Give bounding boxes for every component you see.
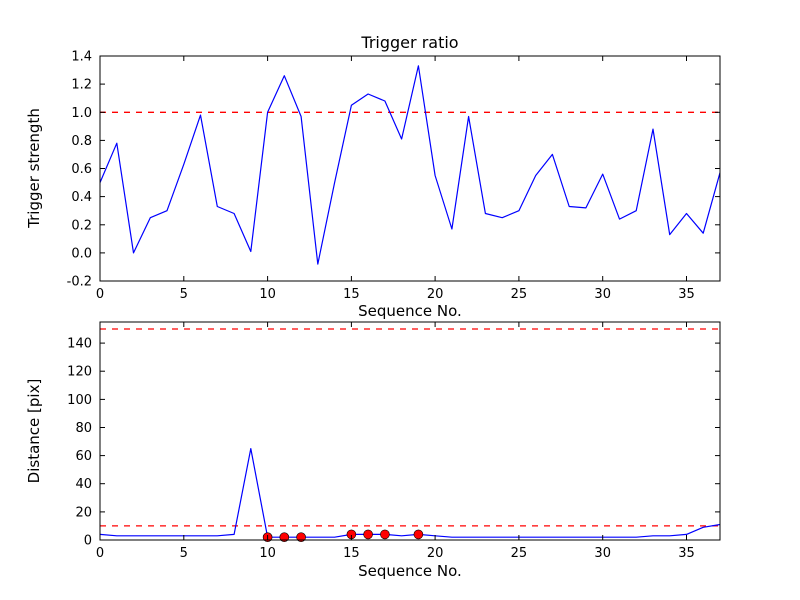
y-tick-label: 1.4 (71, 50, 92, 65)
axes-frame (99, 321, 721, 541)
x-tick-label: 20 (427, 546, 444, 561)
x-tick-label: 20 (427, 287, 444, 302)
bottom-chart-xlabel: Sequence No. (358, 562, 462, 580)
y-tick-label: 60 (75, 449, 92, 464)
x-tick-label: 25 (511, 287, 528, 302)
x-tick-label: 0 (96, 287, 104, 302)
axes-frame (99, 55, 721, 282)
bottom-chart-ylabel: Distance [pix] (25, 378, 43, 484)
y-tick-label: 100 (67, 393, 92, 408)
y-tick-label: 40 (75, 477, 92, 492)
x-tick-label: 15 (343, 287, 360, 302)
y-tick-label: 0.8 (71, 134, 92, 149)
x-tick-label: 0 (96, 546, 104, 561)
y-tick-label: 20 (75, 505, 92, 520)
y-tick-label: 80 (75, 421, 92, 436)
x-tick-label: 15 (343, 546, 360, 561)
y-tick-label: 1.2 (71, 78, 92, 93)
data-line (99, 448, 721, 538)
event-marker (279, 532, 290, 543)
top-chart-title: Trigger ratio (361, 33, 459, 52)
x-tick-label: 5 (180, 546, 188, 561)
y-tick-label: 1.0 (71, 106, 92, 121)
x-tick-label: 25 (511, 546, 528, 561)
event-marker (380, 529, 390, 540)
top-chart-ylabel: Trigger strength (25, 108, 43, 228)
event-marker (296, 532, 306, 543)
event-marker (413, 529, 424, 540)
data-line (99, 65, 721, 265)
top-chart-xlabel: Sequence No. (358, 302, 462, 320)
x-tick-label: 35 (678, 287, 695, 302)
y-tick-label: 0.0 (71, 246, 92, 261)
x-tick-label: 10 (259, 287, 276, 302)
y-tick-label: 120 (67, 365, 92, 380)
x-tick-label: 30 (594, 287, 611, 302)
event-marker (363, 529, 373, 540)
y-tick-label: 0.2 (71, 218, 92, 233)
x-tick-label: 35 (678, 546, 695, 561)
y-tick-label: 0.4 (71, 190, 92, 205)
x-tick-label: 5 (180, 287, 188, 302)
y-tick-label: 0.6 (71, 162, 92, 177)
x-tick-label: 30 (594, 546, 611, 561)
y-tick-label: -0.2 (67, 275, 92, 290)
distance-chart: 0 5 10 15 20 25 30 35 0 20 40 60 80 100 120 140 (67, 321, 721, 561)
y-tick-label: 0 (84, 534, 92, 549)
y-tick-label: 140 (67, 337, 92, 352)
trigger-ratio-chart: 0 5 10 15 20 25 30 35 -0.2 0.0 0.2 0.4 0.6 0.8 1.0 1.2 1… (67, 50, 721, 302)
x-tick-label: 10 (259, 546, 276, 561)
